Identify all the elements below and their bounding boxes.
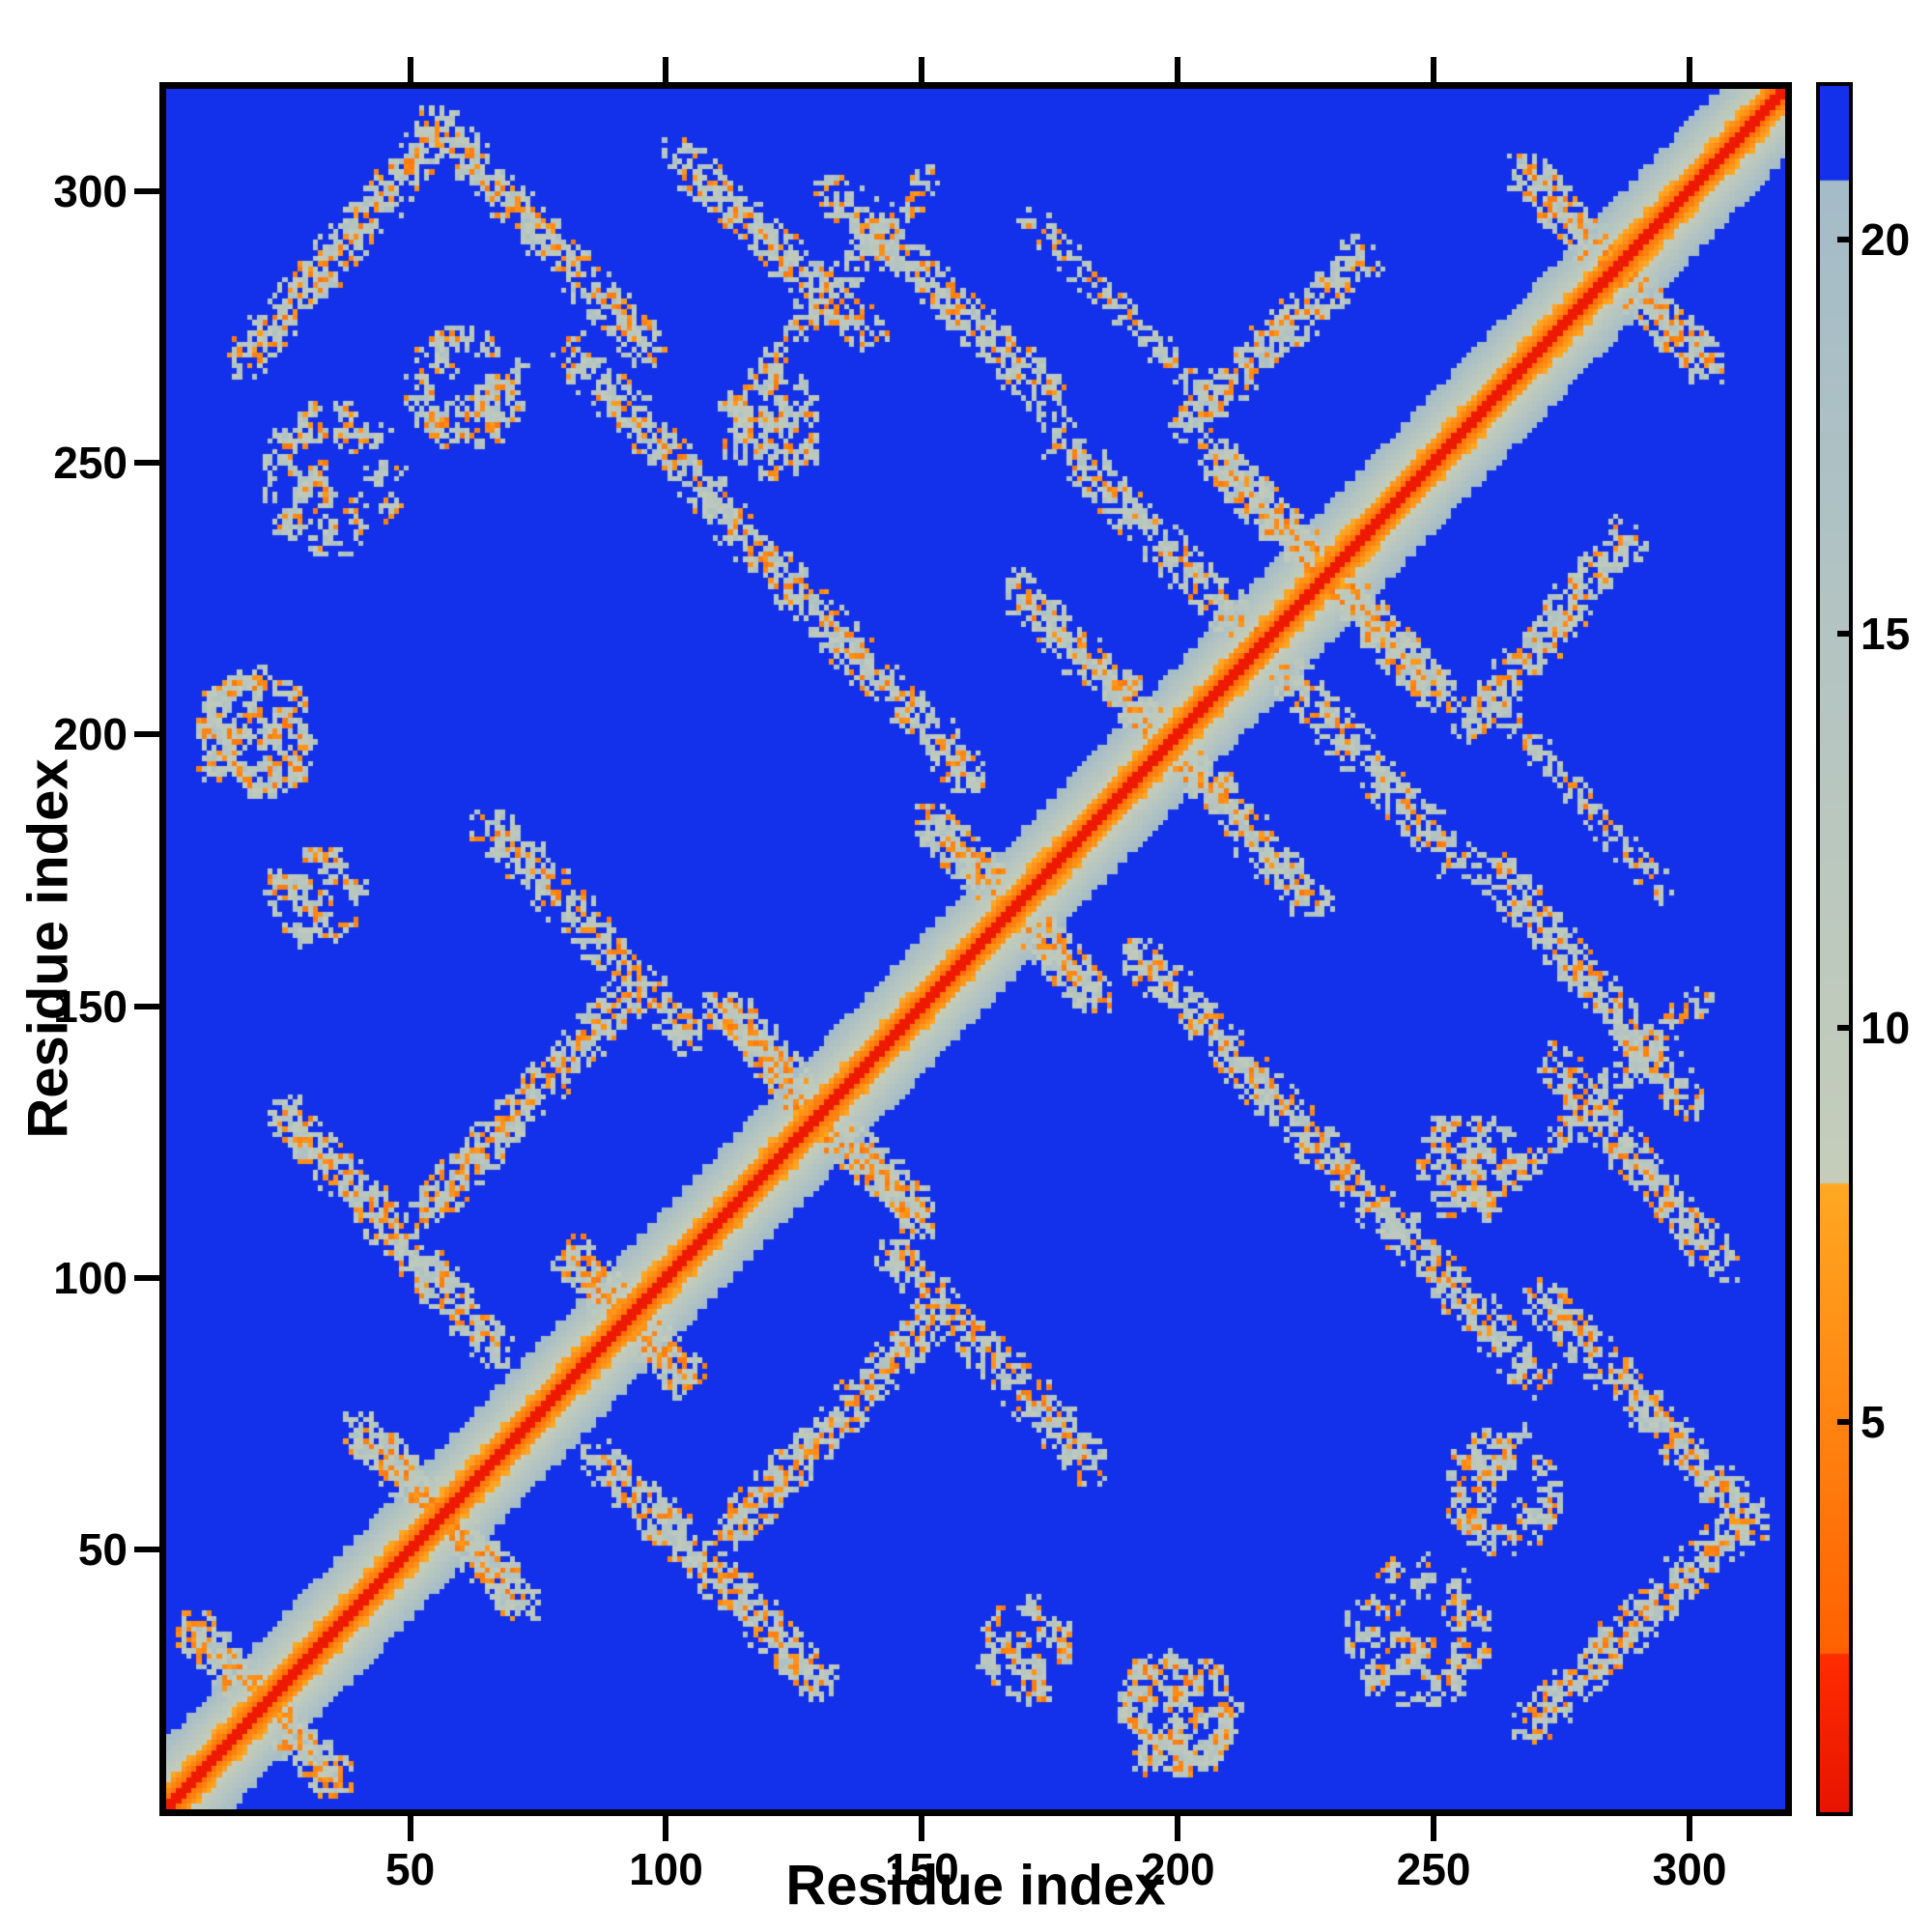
y-tick-label: 50 — [77, 1524, 128, 1576]
x-tick-label: 300 — [1652, 1844, 1727, 1894]
y-axis-tick — [134, 1003, 159, 1009]
x-axis-tick — [1431, 1816, 1437, 1841]
y-axis-title: Residue index — [16, 758, 80, 1139]
x-tick-label: 250 — [1396, 1844, 1471, 1894]
x-axis-tick-top — [407, 57, 413, 82]
y-tick-label: 100 — [53, 1252, 128, 1303]
colorbar-tick-label: 5 — [1861, 1397, 1886, 1448]
x-tick-label: 50 — [384, 1844, 436, 1894]
colorbar — [1816, 82, 1853, 1816]
y-axis-tick — [134, 731, 159, 738]
x-axis-tick — [663, 1816, 669, 1841]
x-axis-tick — [1175, 1816, 1181, 1841]
x-axis-tick-top — [1431, 57, 1437, 82]
colorbar-tick-label: 20 — [1861, 214, 1911, 266]
y-axis-tick — [134, 187, 159, 194]
x-axis-tick-top — [1687, 57, 1693, 82]
y-axis-tick — [134, 1274, 159, 1281]
x-tick-label: 200 — [1140, 1844, 1215, 1894]
x-axis-tick-top — [663, 57, 669, 82]
x-axis-tick-top — [1175, 57, 1181, 82]
x-axis-tick-top — [919, 57, 925, 82]
colorbar-tick — [1837, 1025, 1853, 1032]
x-axis-tick — [407, 1816, 413, 1841]
y-tick-label: 150 — [53, 980, 128, 1032]
colorbar-tick-label: 15 — [1861, 609, 1911, 660]
x-axis-title: Residue index — [785, 1854, 1166, 1918]
y-tick-label: 250 — [53, 437, 128, 488]
y-tick-label: 300 — [53, 165, 128, 216]
colorbar-tick — [1837, 1419, 1853, 1426]
colorbar-canvas — [1820, 86, 1849, 1812]
x-tick-label: 150 — [884, 1844, 959, 1894]
x-axis-tick — [1687, 1816, 1693, 1841]
colorbar-tick — [1837, 631, 1853, 638]
colorbar-tick — [1837, 237, 1853, 243]
x-axis-tick — [919, 1816, 925, 1841]
y-tick-label: 200 — [53, 709, 128, 760]
plot-area — [159, 82, 1792, 1816]
y-axis-tick — [134, 459, 159, 466]
colorbar-tick-label: 10 — [1861, 1003, 1911, 1054]
y-axis-tick — [134, 1547, 159, 1553]
contact-map-canvas — [166, 89, 1785, 1809]
x-tick-label: 100 — [629, 1844, 703, 1894]
